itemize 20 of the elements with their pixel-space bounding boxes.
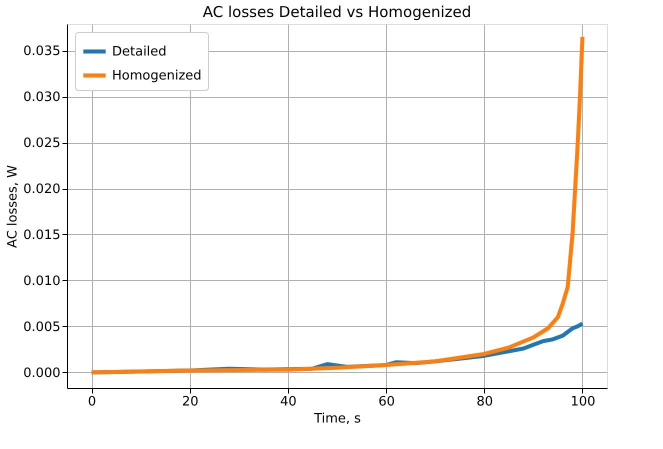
y-tick-label: 0.005 [23,320,60,335]
legend-label: Homogenized [112,68,202,84]
x-tick-label: 20 [182,394,198,410]
y-tick-label: 0.025 [23,136,60,152]
x-axis-title: Time, s [313,412,362,426]
y-tick-label: 0.020 [23,182,60,198]
x-tick-label: 80 [476,394,494,410]
y-axis-title: AC losses, W [5,164,20,248]
legend-label: Detailed [112,44,167,60]
x-tick-label: 40 [280,394,297,410]
x-tick-label: 100 [570,394,596,410]
x-tick-label: 0 [88,394,96,410]
y-tick-label: 0.015 [23,228,60,243]
y-tick-label: 0.035 [23,44,60,60]
y-tick-label: 0.030 [23,90,60,106]
chart-title: AC losses Detailed vs Homogenized [202,3,472,21]
y-tick-label: 0.000 [23,366,60,381]
line-series [90,34,584,374]
x-tick-label: 60 [378,394,395,410]
y-tick-label: 0.010 [23,274,60,289]
